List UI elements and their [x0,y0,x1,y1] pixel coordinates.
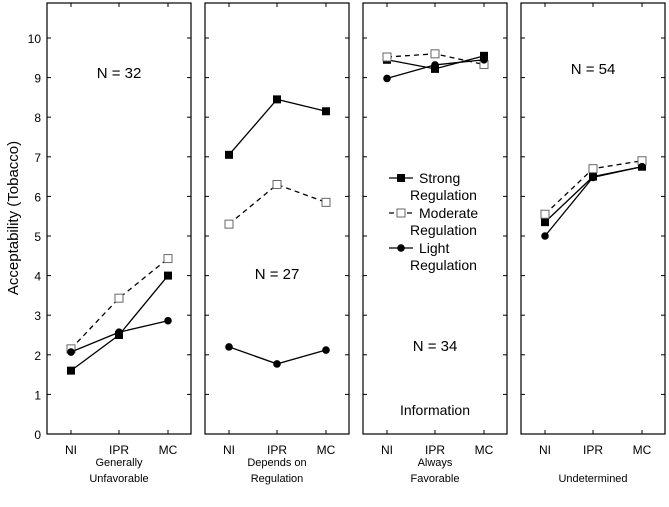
x-tick-label: NI [539,443,551,457]
panel-label: Undetermined [558,473,627,485]
data-point [225,150,233,159]
data-point [431,61,439,69]
y-axis-label: Acceptability (Tobacco) [5,141,22,295]
data-point [163,254,173,264]
panel-label: Regulation [251,473,304,485]
legend-label: Regulation [410,187,477,203]
y-tick-label: 3 [34,309,41,323]
data-point [67,348,75,356]
y-tick-label: 7 [34,151,41,165]
data-point [540,209,550,219]
y-tick-label: 8 [34,111,41,125]
data-point [541,218,549,227]
data-point [164,271,172,280]
information-annotation: Information [400,402,470,418]
y-tick-label: 0 [34,428,41,442]
y-tick-label: 9 [34,72,41,86]
data-point [430,49,440,59]
legend-label: Moderate [419,205,478,221]
y-tick-label: 4 [34,270,41,284]
x-tick-label: MC [159,443,178,457]
data-point [431,64,439,73]
n-annotation: N = 27 [255,266,300,283]
x-tick-label: MC [633,443,652,457]
data-point [382,52,392,62]
legend-label: Strong [419,170,460,186]
data-point [322,107,330,116]
panel-label: Generally [95,457,143,469]
y-tick-label: 6 [34,190,41,204]
series-line [70,275,169,372]
x-tick-label: IPR [109,443,129,457]
data-point [225,343,233,351]
data-point [322,346,330,354]
data-point [541,232,549,240]
n-annotation: N = 54 [571,61,616,78]
data-point [588,164,598,174]
legend-marker [396,208,406,218]
legend-label: Regulation [410,257,477,273]
data-point [224,219,234,229]
data-point [480,55,488,64]
y-tick-label: 10 [28,32,42,46]
data-point [638,162,646,171]
x-tick-label: NI [381,443,393,457]
x-tick-label: NI [65,443,77,457]
legend-label: Light [419,240,449,256]
y-tick-label: 5 [34,230,41,244]
data-point [115,328,123,337]
data-point [114,293,124,303]
panel-label: Depends on [247,457,306,469]
x-tick-label: MC [317,443,336,457]
n-annotation: N = 32 [97,65,142,82]
legend-label: Regulation [410,222,477,238]
panel-label: Always [418,457,453,469]
x-tick-label: IPR [583,443,603,457]
data-point [272,180,282,190]
panel-frame [204,2,350,435]
x-tick-label: IPR [425,443,445,457]
series-line [228,183,327,225]
legend-marker [397,244,405,252]
y-tick-label: 1 [34,388,41,402]
data-point [321,197,331,207]
panel-label: Unfavorable [89,473,148,485]
data-point [273,360,281,368]
x-tick-label: NI [223,443,235,457]
data-point [164,316,172,325]
y-tick-label: 2 [34,349,41,363]
data-point [589,173,597,182]
series-line [228,98,327,156]
data-point [383,74,391,83]
series-line [70,258,169,350]
n-annotation: N = 34 [413,338,458,355]
data-point [480,51,488,60]
x-tick-label: MC [475,443,494,457]
data-point [67,366,75,375]
data-point [273,95,281,104]
legend-marker [397,174,405,182]
panel-label: Favorable [411,473,460,485]
x-tick-label: IPR [267,443,287,457]
